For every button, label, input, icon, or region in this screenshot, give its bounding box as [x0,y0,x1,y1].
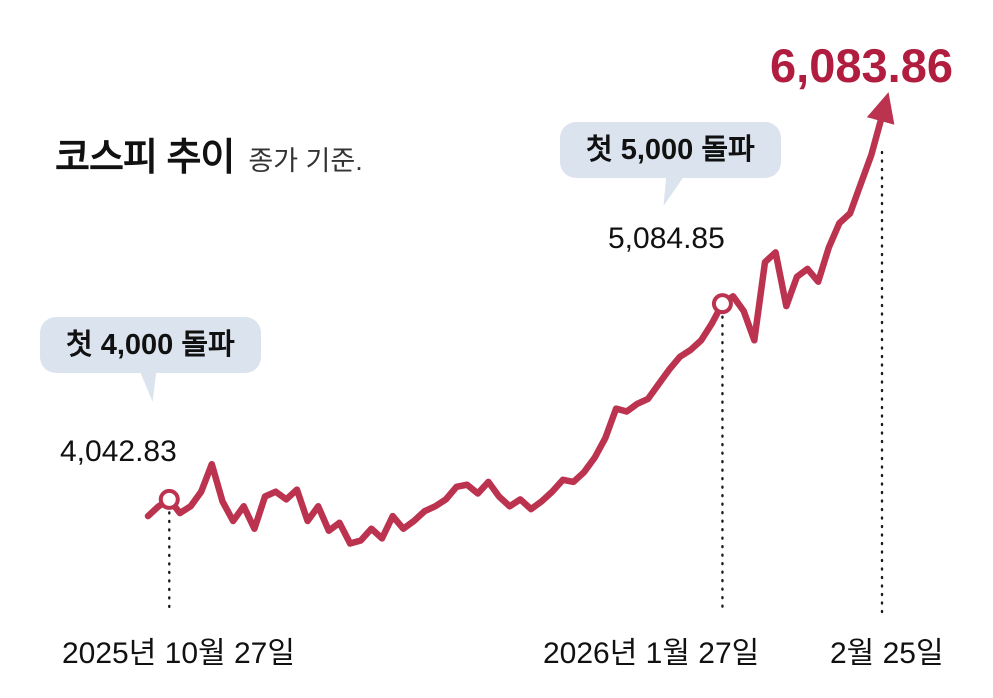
x-label-start: 2025년 10월 27일 [62,637,295,670]
callout-bubble-5000: 첫 5,000 돌파 [560,122,781,210]
point-label-4042: 4,042.83 [60,435,177,468]
x-label-mid: 2026년 1월 27일 [543,637,760,670]
callout-bubble-4000-label: 첫 4,000 돌파 [66,329,235,361]
page-subtitle: 종가 기준. [248,146,363,176]
kospi-line [144,92,895,547]
title-block: 코스피 추이 종가 기준. [55,126,363,181]
callout-bubble-5000-label: 첫 5,000 돌파 [586,134,755,166]
final-value-label: 6,083.86 [770,39,953,92]
page-title: 코스피 추이 [55,137,235,179]
breakthrough-marker-circle [711,293,733,315]
breakthrough-marker-circle [158,488,180,510]
x-label-end: 2월 25일 [830,637,944,670]
point-label-5084: 5,084.85 [608,222,725,255]
callout-bubble-4000: 첫 4,000 돌파 [40,317,261,404]
callout-tail-icon [137,362,163,404]
